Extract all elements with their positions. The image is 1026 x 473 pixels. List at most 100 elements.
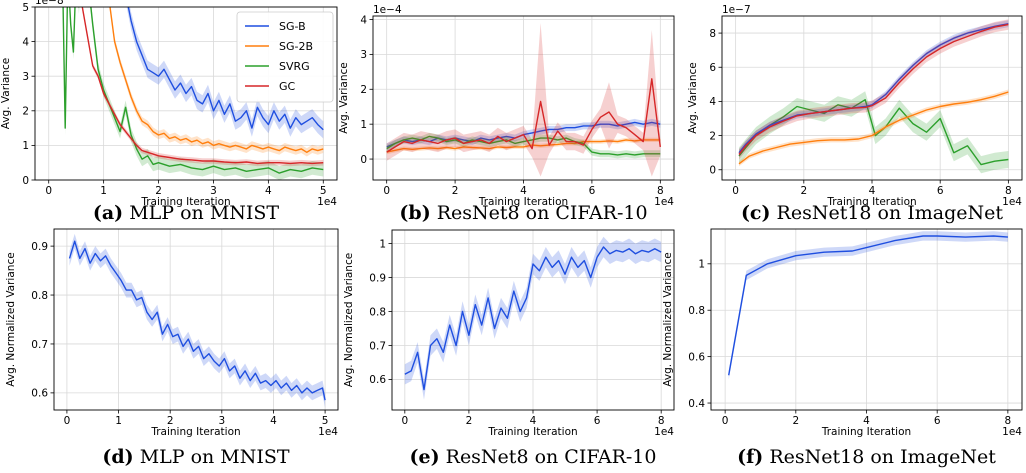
x-exponent-label: 1e4: [654, 196, 674, 208]
x-tick-label: 4: [265, 185, 272, 197]
series-line-sg-b-e: [404, 246, 662, 391]
x-tick-label: 2: [167, 415, 174, 427]
panel-caption-text: MLP on MNIST: [123, 202, 279, 224]
y-tick-label: 1: [698, 259, 705, 271]
panel-caption: (c) ResNet18 on ImageNet: [741, 202, 1003, 224]
panel-caption-text: ResNet18 on ImageNet: [763, 446, 996, 468]
panel-caption-text: ResNet8 on CIFAR-10: [431, 202, 648, 224]
band-gc-c: [739, 19, 1009, 160]
legend-label-sg-b: SG-B: [279, 20, 306, 33]
y-tick-label: 0.6: [369, 374, 386, 386]
series-line-sg-2b-c: [738, 91, 1009, 165]
y-tick-label: 3: [360, 49, 367, 61]
panel-caption-label: (b): [399, 202, 430, 224]
y-exponent-label: 1e−4: [373, 4, 402, 16]
chart-panel-e: 0 2 4 6 8 0.6 0.7 0.8 0.9 1 Training Iteration Avg.…: [343, 229, 675, 468]
chart-panel-d: 0 1 2 3 4 5 0.6 0.7 0.8 0.9 Training Iteration Avg.…: [5, 228, 339, 468]
x-axis-label: Training Iteration: [140, 196, 230, 208]
series-line-sg-b-c: [738, 23, 1009, 154]
y-tick-label: 0.6: [688, 351, 705, 363]
x-tick-label: 1: [100, 185, 107, 197]
panel-caption: (b) ResNet8 on CIFAR-10: [399, 202, 647, 224]
legend-label-svrg: SVRG: [279, 60, 310, 73]
y-axis-label: Avg. Normalized Variance: [5, 252, 17, 386]
y-tick-label: 0.8: [31, 290, 48, 302]
x-tick-label: 0: [722, 415, 729, 427]
legend-box: [236, 11, 334, 103]
y-tick-label: 4: [360, 14, 367, 26]
panel-caption: (f) ResNet18 on ImageNet: [737, 446, 996, 468]
y-tick-label: 0: [22, 175, 29, 187]
panel-caption: (a) MLP on MNIST: [93, 202, 280, 224]
panel-caption-label: (a): [93, 202, 123, 224]
x-tick-label: 4: [270, 415, 277, 427]
legend-label-gc: GC: [279, 80, 296, 93]
y-tick-label: 4: [22, 36, 29, 48]
x-tick-label: 8: [1005, 185, 1012, 197]
x-tick-label: 2: [792, 415, 799, 427]
y-exponent-label: 1e−8: [35, 0, 64, 7]
x-axis-label: Training Iteration: [478, 196, 568, 208]
x-tick-label: 6: [937, 185, 944, 197]
x-tick-label: 0: [45, 185, 52, 197]
plot-area: [62, 7, 324, 180]
y-tick-label: 0.6: [31, 388, 48, 400]
series-line-sg-2b-a: [109, 7, 324, 154]
y-tick-label: 5: [22, 2, 29, 14]
x-tick-label: 8: [1005, 415, 1012, 427]
panel-caption-label: (e): [410, 446, 440, 468]
y-tick-label: 0.8: [369, 306, 386, 318]
x-tick-label: 6: [934, 415, 941, 427]
y-tick-label: 4: [709, 96, 716, 108]
x-axis-label: Training Iteration: [487, 426, 577, 438]
x-tick-label: 0: [732, 185, 739, 197]
series-line-svrg-a: [62, 7, 324, 174]
x-tick-label: 6: [589, 185, 596, 197]
y-tick-label: 1: [360, 119, 367, 131]
x-exponent-label: 1e4: [1002, 196, 1022, 208]
series-line-svrg-b: [386, 135, 661, 156]
y-tick-label: 0.9: [369, 272, 386, 284]
y-axis-label: Avg. Variance: [338, 62, 350, 133]
x-tick-label: 0: [64, 415, 71, 427]
x-tick-label: 8: [658, 415, 665, 427]
y-axis-label: Avg. Normalized Variance: [662, 252, 674, 386]
y-tick-label: 2: [709, 130, 716, 142]
x-tick-label: 5: [322, 415, 329, 427]
y-tick-label: 0.9: [31, 241, 48, 253]
series-line-sg-2b-b: [386, 139, 661, 153]
x-tick-label: 4: [863, 415, 870, 427]
series-line-sg-b-d: [68, 240, 326, 401]
plot-frame: [53, 228, 339, 411]
x-exponent-label: 1e4: [317, 196, 337, 208]
x-tick-label: 3: [210, 185, 217, 197]
legend-label-sg-2b: SG-2B: [279, 40, 313, 53]
y-tick-label: 0.4: [688, 398, 705, 410]
x-exponent-label: 1e4: [1002, 426, 1022, 438]
legend: SG-B SG-2B SVRG GC: [236, 11, 334, 103]
x-tick-label: 6: [594, 415, 601, 427]
y-axis-label: Avg. Variance: [687, 62, 699, 133]
y-tick-label: 1: [22, 140, 29, 152]
panel-caption-text: MLP on MNIST: [134, 446, 290, 468]
panel-caption: (d) MLP on MNIST: [102, 446, 290, 468]
series-line-gc-a: [81, 7, 324, 165]
band-svrg-c: [739, 91, 1009, 174]
y-tick-label: 8: [709, 28, 716, 40]
x-axis-label: Training Iteration: [821, 426, 911, 438]
chart-panel-c: 0 2 4 6 8 0 2 4 6 8 Training Iteration Avg. Varianc…: [687, 4, 1023, 224]
plot-area: [738, 19, 1009, 174]
series-line-sg-b-a: [127, 7, 324, 131]
y-axis-label: Avg. Variance: [0, 58, 12, 129]
y-tick-label: 6: [709, 62, 716, 74]
x-tick-label: 2: [466, 415, 473, 427]
y-tick-label: 0: [709, 165, 716, 177]
x-axis-label: Training Iteration: [826, 196, 916, 208]
plot-frame: [34, 6, 338, 181]
panel-caption-label: (d): [102, 446, 133, 468]
panel-caption-label: (f): [737, 446, 763, 468]
panel-caption: (e) ResNet8 on CIFAR-10: [410, 446, 657, 468]
panel-caption-label: (c): [741, 202, 771, 224]
x-tick-label: 2: [452, 185, 459, 197]
